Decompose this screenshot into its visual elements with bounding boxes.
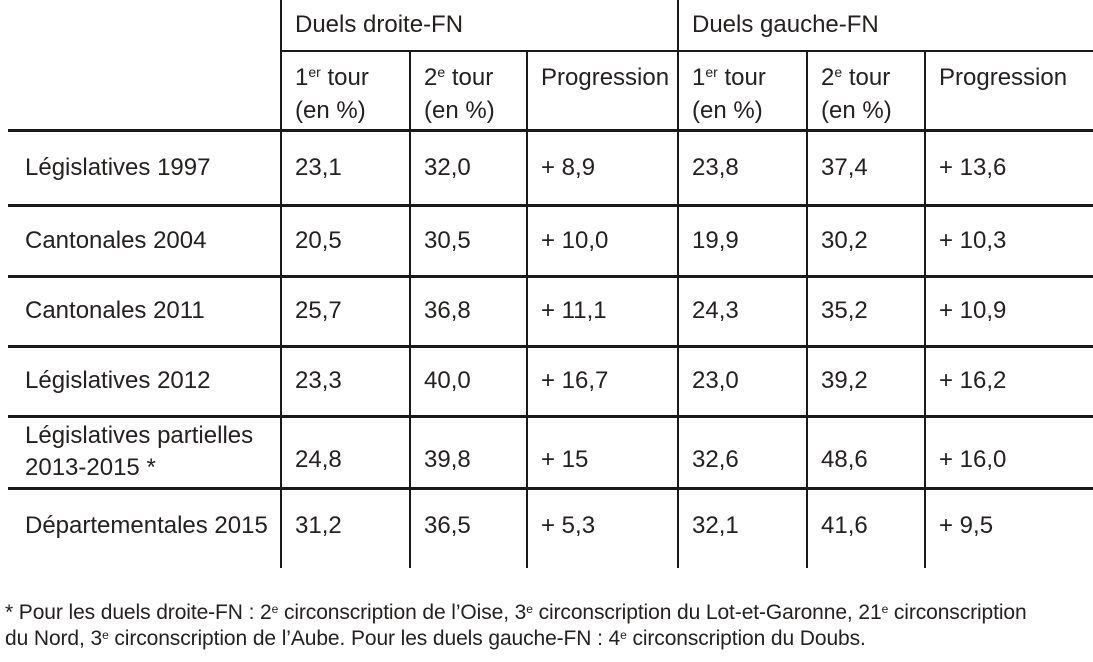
col-header-line2: (en %) — [295, 97, 366, 124]
col-header-line1: 1er tour — [295, 64, 369, 91]
value-cell: 36,5 — [410, 488, 528, 568]
col-header-gauche-tour2: 2e tour (en %) — [807, 51, 926, 132]
group-header-gauche-fn: Duels gauche-FN — [678, 0, 1093, 52]
value-cell: + 10,9 — [925, 276, 1093, 348]
value-cell: + 16,0 — [925, 416, 1093, 490]
row-label-line2: 2013-2015 * — [25, 454, 156, 481]
row-label-header — [8, 51, 282, 132]
value-cell: 20,5 — [281, 205, 411, 278]
value-cell: 41,6 — [807, 488, 926, 568]
value-cell: + 5,3 — [527, 488, 679, 568]
value-cell: 31,2 — [281, 488, 411, 568]
value-cell: 24,8 — [281, 416, 411, 490]
col-header-line2: (en %) — [692, 97, 763, 124]
row-label: Législatives partielles 2013-2015 * — [8, 416, 282, 490]
row-label-line1: Législatives partielles — [25, 422, 254, 449]
value-cell: + 8,9 — [527, 130, 679, 207]
value-cell: 23,0 — [678, 346, 808, 418]
footnote: * Pour les duels droite-FN : 2e circonsc… — [5, 600, 1091, 651]
value-cell: + 16,2 — [925, 346, 1093, 418]
value-cell: 48,6 — [807, 416, 926, 490]
row-label: Législatives 2012 — [8, 346, 282, 418]
row-label: Législatives 1997 — [8, 130, 282, 207]
value-cell: 39,8 — [410, 416, 528, 490]
value-cell: 32,6 — [678, 416, 808, 490]
value-cell: 25,7 — [281, 276, 411, 348]
value-cell: 23,1 — [281, 130, 411, 207]
footnote-line2: du Nord, 3e circonscription de l’Aube. P… — [5, 626, 866, 650]
table-row-cantonales-2011: Cantonales 2011 25,7 36,8 + 11,1 24,3 35… — [8, 276, 1093, 348]
value-cell: 32,0 — [410, 130, 528, 207]
table-row-legislatives-1997: Législatives 1997 23,1 32,0 + 8,9 23,8 3… — [8, 130, 1093, 207]
election-results-table: Duels droite-FN Duels gauche-FN 1er tour… — [8, 0, 1093, 568]
col-header-line1: Progression — [939, 64, 1068, 91]
value-cell: 40,0 — [410, 346, 528, 418]
value-cell: 24,3 — [678, 276, 808, 348]
col-header-gauche-progression: Progression — [925, 51, 1093, 132]
value-cell: 37,4 — [807, 130, 926, 207]
col-header-line1: Progression — [541, 64, 670, 91]
group-header-droite-fn: Duels droite-FN — [281, 0, 679, 52]
row-label: Départementales 2015 — [8, 488, 282, 568]
table-row-departementales-2015: Départementales 2015 31,2 36,5 + 5,3 32,… — [8, 488, 1093, 568]
col-header-line1: 1er tour — [692, 64, 766, 91]
col-header-droite-progression: Progression — [527, 51, 679, 132]
column-header-row: 1er tour (en %) 2e tour (en %) Progression… — [8, 51, 1093, 132]
value-cell: 35,2 — [807, 276, 926, 348]
col-header-gauche-tour1: 1er tour (en %) — [678, 51, 808, 132]
value-cell: + 11,1 — [527, 276, 679, 348]
value-cell: + 10,3 — [925, 205, 1093, 278]
value-cell: + 15 — [527, 416, 679, 490]
value-cell: 23,8 — [678, 130, 808, 207]
value-cell: 36,8 — [410, 276, 528, 348]
col-header-line1: 2e tour — [821, 64, 891, 91]
col-header-droite-tour1: 1er tour (en %) — [281, 51, 411, 132]
value-cell: 30,2 — [807, 205, 926, 278]
corner-cell — [8, 0, 282, 51]
col-header-line1: 2e tour — [424, 64, 494, 91]
table-row-legislatives-2012: Législatives 2012 23,3 40,0 + 16,7 23,0 … — [8, 346, 1093, 418]
col-header-line2: (en %) — [821, 97, 892, 124]
value-cell: 32,1 — [678, 488, 808, 568]
value-cell: + 9,5 — [939, 511, 994, 539]
value-cell: 23,3 — [281, 346, 411, 418]
value-cell: + 13,6 — [925, 130, 1093, 207]
table-row-legislatives-partielles-2013-2015: Législatives partielles 2013-2015 * 24,8 … — [8, 416, 1093, 490]
row-label: Cantonales 2011 — [8, 276, 282, 348]
table-row-cantonales-2004: Cantonales 2004 20,5 30,5 + 10,0 19,9 30… — [8, 205, 1093, 278]
value-cell: 30,5 — [410, 205, 528, 278]
row-label: Cantonales 2004 — [8, 205, 282, 278]
col-header-line2: (en %) — [424, 97, 495, 124]
value-cell: 19,9 — [678, 205, 808, 278]
group-header-row: Duels droite-FN Duels gauche-FN — [8, 0, 1093, 52]
footnote-line1: * Pour les duels droite-FN : 2e circonsc… — [5, 601, 1027, 624]
value-cell: 39,2 — [807, 346, 926, 418]
col-header-droite-tour2: 2e tour (en %) — [410, 51, 528, 132]
value-cell: + 16,7 — [527, 346, 679, 418]
value-cell: + 10,0 — [527, 205, 679, 278]
